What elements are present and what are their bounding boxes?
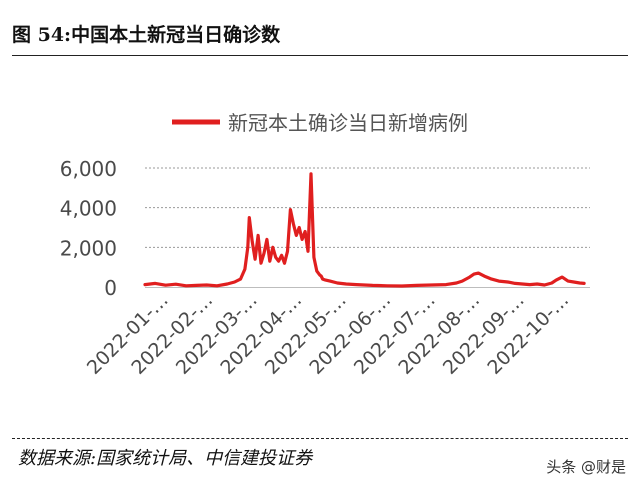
y-tick-label: 0 <box>104 276 117 300</box>
watermark: 头条 @财是 <box>546 458 626 476</box>
legend: 新冠本土确诊当日新增病例 <box>172 111 468 135</box>
y-tick-label: 4,000 <box>60 197 117 221</box>
figure-title: 图 54:中国本土新冠当日确诊数 <box>12 24 281 46</box>
y-axis-tick-labels: 0 2,000 4,000 6,000 <box>60 157 117 300</box>
series-lines <box>143 172 586 288</box>
y-tick-label: 2,000 <box>60 236 117 260</box>
x-axis-tick-labels: 2022-01-…2022-02-…2022-03-…2022-04-…2022… <box>83 289 573 379</box>
series-line <box>143 172 586 288</box>
source-note: 数据来源:国家统计局、中信建投证券 <box>18 448 313 469</box>
gridlines <box>145 167 590 248</box>
chart: 0 2,000 4,000 6,000 2022-01-…2022-02-…2022-… <box>60 111 590 379</box>
title-underline <box>12 55 628 56</box>
y-tick-label: 6,000 <box>60 157 117 181</box>
legend-label: 新冠本土确诊当日新增病例 <box>228 111 468 135</box>
footer-divider <box>12 438 628 439</box>
